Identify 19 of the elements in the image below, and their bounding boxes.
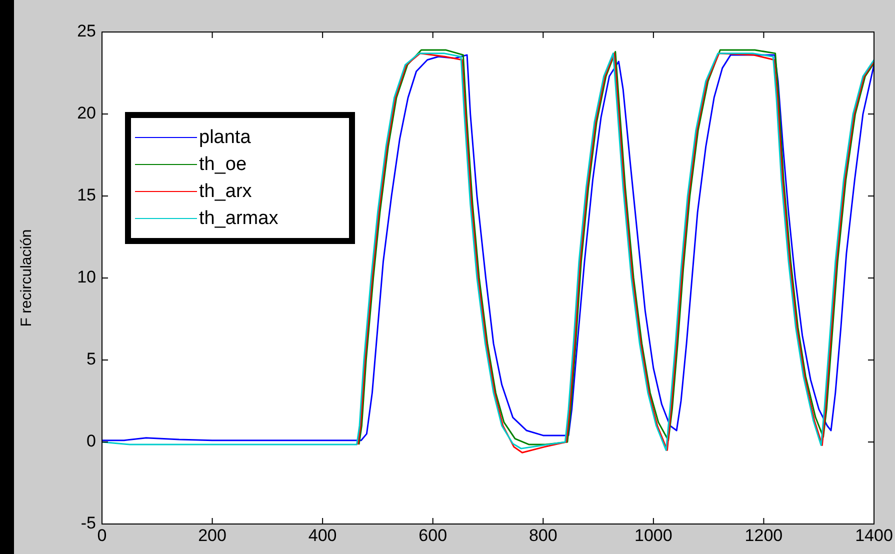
y-axis-title: F recirculación xyxy=(18,229,36,327)
legend-label: th_oe xyxy=(199,154,247,176)
x-tick-label: 1200 xyxy=(744,526,783,545)
legend-label: th_armax xyxy=(199,208,278,230)
legend-label: planta xyxy=(199,126,251,148)
y-tick-label: 25 xyxy=(77,22,96,41)
x-tick-label: 600 xyxy=(418,526,448,545)
x-tick-label: 400 xyxy=(308,526,337,545)
legend-label: th_arx xyxy=(199,180,252,202)
x-tick-label: 800 xyxy=(528,526,558,545)
x-tick-label: 200 xyxy=(198,526,226,545)
y-tick-label: 20 xyxy=(77,104,96,123)
y-tick-label: 0 xyxy=(86,432,96,451)
y-tick-label: 5 xyxy=(86,350,96,369)
y-tick-label: 15 xyxy=(77,186,96,205)
x-tick-label: 1000 xyxy=(634,526,672,545)
y-tick-label: -5 xyxy=(80,514,96,533)
y-tick-label: 10 xyxy=(77,268,96,287)
x-tick-label: 1400 xyxy=(855,526,893,545)
